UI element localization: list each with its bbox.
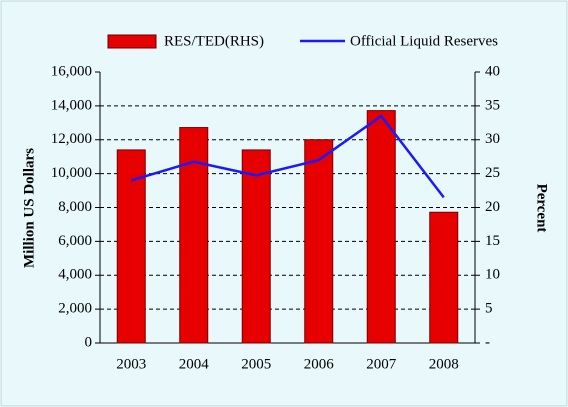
y2-tick-label: 25 xyxy=(485,165,500,181)
y2-tick-label: 30 xyxy=(485,131,500,147)
bar xyxy=(241,149,271,344)
y-tick-label: 6,000 xyxy=(58,233,92,249)
y-tick-label: 8,000 xyxy=(58,199,92,215)
y-axis-label: Million US Dollars xyxy=(21,148,37,268)
y2-tick-label: - xyxy=(485,334,490,350)
y2-tick-label: 40 xyxy=(485,63,500,79)
legend-swatch xyxy=(107,34,157,49)
x-tick-label: 2005 xyxy=(241,356,271,372)
bar xyxy=(304,139,334,344)
line xyxy=(130,114,445,199)
bar xyxy=(366,110,396,344)
y-tick-label: 12,000 xyxy=(51,131,92,147)
y2-tick-label: 15 xyxy=(485,233,500,249)
x-tick-label: 2003 xyxy=(116,356,146,372)
y-tick-label: 14,000 xyxy=(51,97,92,113)
y-tick-label: 2,000 xyxy=(58,301,92,317)
bar xyxy=(429,211,459,344)
y2-tick-label: 20 xyxy=(485,199,500,215)
bar xyxy=(179,127,209,344)
x-tick-label: 2008 xyxy=(429,356,459,372)
y-tick-label: 4,000 xyxy=(58,267,92,283)
x-tick-label: 2004 xyxy=(179,356,210,372)
y2-axis-label: Percent xyxy=(534,184,550,233)
y2-tick-label: 5 xyxy=(485,301,493,317)
y-tick-label: 16,000 xyxy=(51,63,92,79)
x-tick-label: 2007 xyxy=(366,356,397,372)
legend-label: RES/TED(RHS) xyxy=(164,33,264,49)
y-tick-label: 10,000 xyxy=(51,165,92,181)
y2-tick-label: 35 xyxy=(485,97,500,113)
y2-tick-label: 10 xyxy=(485,267,500,283)
legend-label: Official Liquid Reserves xyxy=(350,33,498,49)
bar xyxy=(116,149,146,344)
x-tick-label: 2006 xyxy=(304,356,335,372)
y-tick-label: 0 xyxy=(85,334,93,350)
